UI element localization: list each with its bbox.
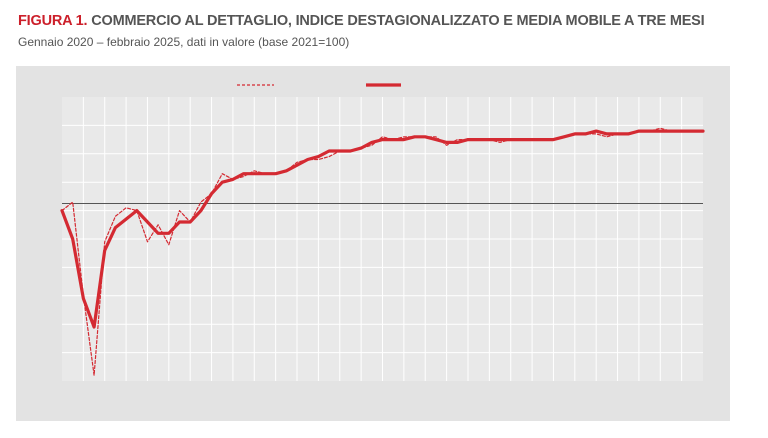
chart-subtitle: Gennaio 2020 – febbraio 2025, dati in va… xyxy=(18,35,350,49)
series-group xyxy=(60,127,705,376)
figure-title: COMMERCIO AL DETTAGLIO, INDICE DESTAGION… xyxy=(91,13,705,29)
grid-lines xyxy=(62,97,703,381)
series-line-solid xyxy=(60,129,705,329)
chart-title: FIGURA 1. COMMERCIO AL DETTAGLIO, INDICE… xyxy=(18,13,705,29)
series-line-dashed xyxy=(61,127,704,376)
figure-label: FIGURA 1. xyxy=(18,13,88,29)
